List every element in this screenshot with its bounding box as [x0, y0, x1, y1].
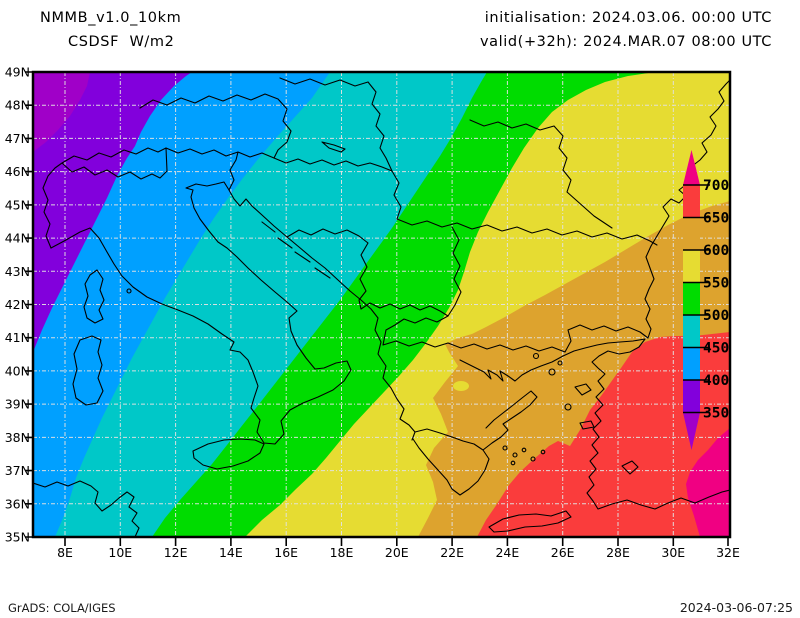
- grads-credit: GrADS: COLA/IGES: [8, 601, 116, 615]
- lon-label: 32E: [716, 545, 740, 560]
- borders-alps: [42, 147, 275, 249]
- colorbar-label: 350: [703, 406, 729, 422]
- lon-label: 20E: [385, 545, 409, 560]
- aegean-islands: [261, 221, 639, 475]
- coastline-italy-balkans: [50, 181, 416, 445]
- lat-label: 42N: [5, 297, 30, 312]
- colorbar-labels: 700 650 600 550 500 450 400 350: [703, 178, 729, 422]
- lat-label: 35N: [5, 530, 30, 545]
- colorbar-seg-550-600: [683, 250, 700, 283]
- coastline-black-sea: [644, 79, 730, 339]
- colorbar: 700 650 600 550 500 450 400 350: [683, 150, 729, 450]
- colorbar-seg-450-500: [683, 315, 700, 348]
- header: NMMB_v1.0_10km CSDSF W/m2 initialisation…: [40, 10, 772, 50]
- lon-label: 8E: [57, 545, 73, 560]
- lon-label: 26E: [551, 545, 575, 560]
- lat-label: 49N: [5, 65, 30, 80]
- colorbar-cap-below-350: [683, 412, 700, 450]
- coastline-north-africa: [33, 480, 140, 537]
- lat-ticks: [25, 71, 33, 538]
- lat-label: 45N: [5, 197, 30, 212]
- borders-romania-moldova: [469, 119, 613, 229]
- lat-label: 46N: [5, 164, 30, 179]
- colorbar-seg-600-650: [683, 217, 700, 250]
- lat-label: 41N: [5, 330, 30, 345]
- gridlines-latitude: [33, 104, 730, 505]
- island-crete: [488, 510, 572, 533]
- small-islands: [126, 288, 572, 466]
- lat-label: 36N: [5, 496, 30, 511]
- colorbar-label: 550: [703, 276, 729, 292]
- lat-label: 47N: [5, 131, 30, 146]
- borders-central-europe: [139, 77, 393, 172]
- island-corsica: [83, 269, 105, 324]
- lat-axis-labels: 49N 48N 47N 46N 45N 44N 43N 42N 41N 40N …: [5, 65, 30, 545]
- lon-label: 30E: [661, 545, 685, 560]
- colorbar-seg-500-550: [683, 282, 700, 315]
- colorbar-label: 400: [703, 373, 729, 389]
- colorbar-seg-350-400: [683, 380, 700, 413]
- band-350-400: [33, 72, 192, 352]
- lat-label: 39N: [5, 397, 30, 412]
- colorbar-label: 700: [703, 178, 729, 194]
- colorbar-ticks: [683, 184, 710, 414]
- lat-label: 40N: [5, 363, 30, 378]
- coastline-turkey-marmara: [586, 338, 730, 510]
- lat-label: 43N: [5, 264, 30, 279]
- yellow-pocket-2: [453, 381, 469, 391]
- borders-greece-bulgaria-turkey: [382, 315, 649, 353]
- colorbar-cap-above-700: [683, 150, 700, 185]
- graticule: [33, 72, 730, 537]
- yellow-pocket-1: [427, 356, 449, 368]
- lat-label: 37N: [5, 463, 30, 478]
- colorbar-label: 600: [703, 243, 729, 259]
- borders-balkans: [286, 170, 658, 317]
- lon-label: 12E: [164, 545, 188, 560]
- model-title: NMMB_v1.0_10km: [40, 10, 181, 26]
- colorbar-label: 450: [703, 341, 729, 357]
- coastline-greece: [412, 338, 646, 496]
- lon-label: 28E: [606, 545, 630, 560]
- creation-timestamp: 2024-03-06-07:25: [680, 600, 793, 615]
- map-area: [33, 72, 730, 537]
- colorbar-seg-650-700: [683, 185, 700, 218]
- colorbar-seg-400-450: [683, 347, 700, 380]
- lon-label: 18E: [330, 545, 354, 560]
- colorbar-label: 500: [703, 308, 729, 324]
- init-time-label: initialisation: 2024.03.06. 00:00 UTC: [485, 10, 772, 26]
- lon-label: 24E: [495, 545, 519, 560]
- lat-label: 44N: [5, 231, 30, 246]
- island-sardinia: [72, 335, 104, 406]
- coastlines: [33, 79, 730, 537]
- variable-title: CSDSF W/m2: [68, 34, 174, 50]
- valid-time-label: valid(+32h): 2024.MAR.07 08:00 UTC: [480, 34, 772, 50]
- island-sicily: [192, 438, 265, 470]
- colorbar-label: 650: [703, 211, 729, 227]
- lon-label: 14E: [219, 545, 243, 560]
- lat-label: 48N: [5, 98, 30, 113]
- country-borders: [42, 77, 658, 353]
- lat-label: 38N: [5, 430, 30, 445]
- lon-label: 22E: [440, 545, 464, 560]
- lon-label: 16E: [274, 545, 298, 560]
- lon-axis-labels: 8E 10E 12E 14E 16E 18E 20E 22E 24E 26E 2…: [57, 545, 740, 560]
- band-below-350: [33, 72, 90, 152]
- lon-ticks: [64, 537, 729, 546]
- lon-label: 10E: [108, 545, 132, 560]
